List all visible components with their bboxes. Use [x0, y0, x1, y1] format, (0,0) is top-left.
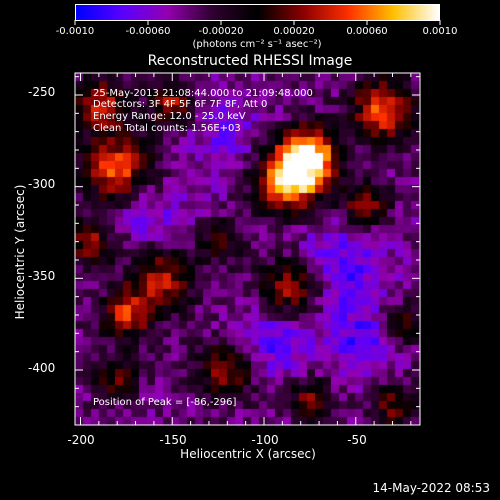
plot-border [74, 72, 421, 426]
method-annotation: Clean Total counts: 1.56E+03 [93, 123, 241, 134]
colorbar-ticks [74, 20, 441, 25]
colorbar-tick-label: 0.0010 [422, 26, 458, 37]
colorbar-tick-label: 0.00060 [346, 26, 388, 37]
render-timestamp: 14-May-2022 08:53 [372, 481, 490, 495]
x-tick-label: -150 [159, 433, 187, 447]
colorbar-unit: (photons cm⁻² s⁻¹ asec⁻²) [192, 39, 322, 50]
colorbar-tick-label: -0.00060 [125, 26, 171, 37]
y-tick-label: -300 [28, 177, 56, 191]
y-tick-label: -350 [28, 269, 56, 283]
heatmap-image [75, 73, 420, 425]
x-tick-label: -100 [251, 433, 279, 447]
colorbar-tick-label: -0.00020 [198, 26, 244, 37]
y-axis-label: Heliocentric Y (arcsec) [13, 184, 27, 320]
detectors-annotation: Detectors: 3F 4F 5F 6F 7F 8F, Att 0 [93, 99, 268, 110]
chart-title: Reconstructed RHESSI Image [147, 53, 353, 69]
x-tick-label: -50 [347, 433, 367, 447]
y-tick-label: -400 [28, 361, 56, 375]
y-tick-label: -250 [28, 85, 56, 99]
x-tick-label: -200 [67, 433, 95, 447]
colorbar-tick-label: 0.00020 [273, 26, 315, 37]
energy-range-annotation: Energy Range: 12.0 - 25.0 keV [93, 111, 246, 122]
peak-annotation: Position of Peak = [-86,-296] [93, 397, 237, 408]
x-axis-label: Heliocentric X (arcsec) [180, 447, 316, 461]
time-range-annotation: 25-May-2013 21:08:44.000 to 21:09:48.000 [93, 88, 313, 99]
colorbar [75, 4, 440, 21]
colorbar-tick-label: -0.0010 [55, 26, 95, 37]
